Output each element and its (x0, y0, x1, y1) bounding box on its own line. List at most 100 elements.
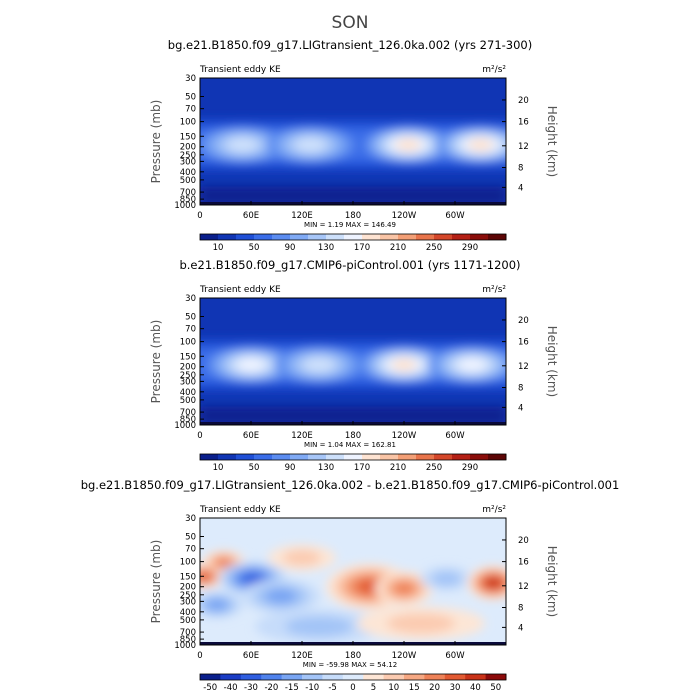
anomaly-level (393, 581, 415, 595)
colorbar-swatch (488, 454, 507, 460)
y-axis-title: Pressure (mb) (149, 320, 163, 404)
colorbar-label: 170 (354, 243, 370, 253)
y-tick-label: 30 (185, 514, 196, 524)
colorbar-swatch (326, 234, 345, 240)
y-tick-label: 1000 (174, 421, 196, 431)
y-tick-label: 50 (185, 93, 196, 103)
colorbar-swatch (261, 674, 283, 680)
colorbar-swatch (398, 234, 417, 240)
units-label: m²/s² (482, 285, 506, 295)
y-tick-label: 150 (180, 132, 196, 142)
y2-tick-label: 16 (518, 338, 529, 348)
y2-tick-label: 20 (518, 96, 529, 106)
y-tick-label: 400 (180, 608, 196, 618)
y2-tick-label: 20 (518, 536, 529, 546)
colorbar-swatch (398, 454, 417, 460)
jet-core-level (303, 357, 335, 373)
y2-axis-title: Height (km) (545, 326, 559, 397)
x-tick-label: 120E (291, 651, 313, 661)
colorbar-swatch (236, 454, 255, 460)
y2-tick-label: 4 (518, 403, 523, 413)
colorbar-swatch (272, 454, 291, 460)
anomaly-level (205, 598, 229, 612)
colorbar-swatch (308, 234, 327, 240)
anomaly-level (242, 572, 263, 585)
x-tick-label: 120E (291, 431, 313, 441)
y-tick-label: 70 (185, 105, 196, 115)
colorbar-swatch (362, 454, 381, 460)
colorbar-label: 0 (350, 683, 355, 693)
y2-axis-title: Height (km) (545, 106, 559, 177)
jet-core-level (468, 138, 493, 152)
y-tick-label: 200 (180, 363, 196, 373)
y2-axis-title: Height (km) (545, 546, 559, 617)
panel-title: bg.e21.B1850.f09_g17.LIGtransient_126.0k… (168, 38, 532, 52)
y-tick-label: 850 (180, 415, 196, 425)
x-tick-label: 180 (345, 431, 361, 441)
y-tick-label: 500 (180, 176, 196, 186)
colorbar-swatch (485, 674, 507, 680)
surface-layer (200, 186, 506, 205)
colorbar-swatch (326, 454, 345, 460)
colorbar-swatch (344, 454, 363, 460)
colorbar-label: -20 (264, 683, 278, 693)
colorbar-label: 90 (285, 243, 296, 253)
y2-tick-label: 16 (518, 118, 529, 128)
figure-title: SON (332, 13, 369, 33)
chart-panel-3: bg.e21.B1850.f09_g17.LIGtransient_126.0k… (81, 478, 620, 693)
colorbar-label: 20 (429, 683, 440, 693)
y2-tick-label: 4 (518, 623, 523, 633)
x-tick-label: 60E (243, 651, 259, 661)
colorbar-label: -5 (328, 683, 336, 693)
colorbar-label: 290 (462, 463, 478, 473)
chart-panel-2: b.e21.B1850.f09_g17.CMIP6-piControl.001 … (149, 258, 559, 473)
colorbar-swatch (254, 454, 273, 460)
colorbar-swatch (424, 674, 446, 680)
colorbar-swatch (302, 674, 323, 680)
colorbar-swatch (452, 454, 471, 460)
colorbar-swatch (488, 234, 507, 240)
colorbar-swatch (254, 234, 273, 240)
colorbar-swatch (281, 674, 303, 680)
colorbar-label: 90 (285, 463, 296, 473)
jet-core-level (227, 137, 258, 153)
y-tick-label: 100 (180, 558, 196, 568)
colorbar-swatch (272, 234, 291, 240)
panels: bg.e21.B1850.f09_g17.LIGtransient_126.0k… (81, 38, 620, 693)
y-tick-label: 150 (180, 572, 196, 582)
y-tick-label: 300 (180, 377, 196, 387)
y2-tick-label: 8 (518, 163, 523, 173)
y2-tick-label: 12 (518, 362, 529, 372)
x-tick-label: 0 (197, 651, 202, 661)
colorbar-swatch (444, 674, 466, 680)
y-tick-label: 30 (185, 74, 196, 84)
y-tick-label: 850 (180, 635, 196, 645)
y-tick-label: 250 (180, 151, 196, 161)
y-tick-label: 500 (180, 396, 196, 406)
y-tick-label: 100 (180, 118, 196, 128)
panel-title: bg.e21.B1850.f09_g17.LIGtransient_126.0k… (81, 478, 620, 492)
y-tick-label: 50 (185, 533, 196, 543)
variable-label: Transient eddy KE (199, 65, 281, 75)
colorbar-label: -10 (305, 683, 319, 693)
anomaly-level (485, 577, 501, 589)
colorbar-swatch (290, 454, 309, 460)
y-tick-label: 500 (180, 616, 196, 626)
colorbar-swatch (342, 674, 364, 680)
colorbar-swatch (322, 674, 344, 680)
y-axis-title: Pressure (mb) (149, 540, 163, 624)
colorbar-label: 30 (450, 683, 461, 693)
contour-field (200, 298, 506, 425)
y-tick-label: 100 (180, 338, 196, 348)
colorbar-swatch (434, 234, 453, 240)
y2-tick-label: 8 (518, 603, 523, 613)
y-tick-label: 50 (185, 313, 196, 323)
min-max-text: MIN = 1.19 MAX = 146.49 (304, 221, 396, 229)
y-tick-label: 70 (185, 325, 196, 335)
min-max-text: MIN = 1.04 MAX = 162.81 (304, 441, 396, 449)
x-tick-label: 180 (345, 651, 361, 661)
x-tick-label: 120W (392, 431, 417, 441)
colorbar-swatch (416, 234, 435, 240)
colorbar-frame (199, 453, 507, 461)
